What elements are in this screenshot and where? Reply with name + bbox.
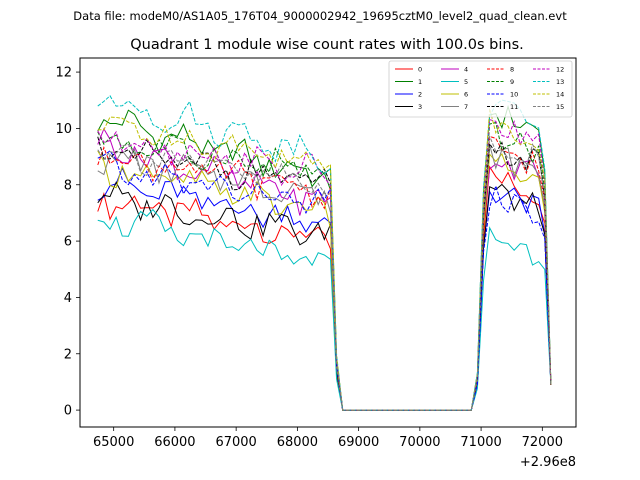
series-line-6 <box>97 150 552 411</box>
x-offset-label: +2.96e8 <box>520 455 576 470</box>
series-line-4 <box>97 127 552 411</box>
series-line-2 <box>97 166 552 411</box>
series-line-15 <box>97 135 552 411</box>
y-tick-label: 6 <box>64 235 72 250</box>
legend-label-7: 7 <box>464 103 468 111</box>
x-tick-label: 69000 <box>338 435 379 450</box>
legend-label-6: 6 <box>464 90 468 98</box>
series-line-7 <box>97 144 552 411</box>
y-tick-label: 0 <box>64 404 72 419</box>
y-tick-label: 8 <box>64 178 72 193</box>
x-tick-label: 72000 <box>522 435 563 450</box>
legend-label-0: 0 <box>418 65 422 73</box>
legend-box <box>388 60 573 118</box>
series-line-8 <box>97 135 552 411</box>
chart-title: Quadrant 1 module wise count rates with … <box>130 37 524 53</box>
legend-label-1: 1 <box>418 78 422 86</box>
series-line-14 <box>97 108 552 411</box>
series-line-12 <box>97 118 552 411</box>
x-tick-label: 66000 <box>154 435 195 450</box>
legend-label-10: 10 <box>510 90 518 98</box>
x-tick-label: 71000 <box>460 435 501 450</box>
legend-label-8: 8 <box>510 65 514 73</box>
series-line-5 <box>97 208 552 411</box>
chart-suptitle: Data file: modeM0/AS1A05_176T04_90000029… <box>73 9 567 23</box>
y-tick-label: 2 <box>64 347 72 362</box>
x-tick-label: 65000 <box>93 435 134 450</box>
legend-label-15: 15 <box>556 103 564 111</box>
series-line-11 <box>97 136 552 411</box>
legend-label-2: 2 <box>418 90 422 98</box>
legend-label-9: 9 <box>510 78 514 86</box>
series-line-10 <box>97 150 552 411</box>
y-tick-label: 10 <box>55 122 72 137</box>
legend-label-14: 14 <box>556 90 564 98</box>
x-tick-label: 67000 <box>215 435 256 450</box>
series-line-3 <box>97 181 552 411</box>
y-tick-label: 4 <box>64 291 72 306</box>
series-line-0 <box>97 165 552 411</box>
legend-label-13: 13 <box>556 78 564 86</box>
legend-label-12: 12 <box>556 65 564 73</box>
x-tick-label: 68000 <box>277 435 318 450</box>
legend-label-11: 11 <box>510 103 518 111</box>
x-tick-label: 70000 <box>399 435 440 450</box>
legend-label-5: 5 <box>464 78 468 86</box>
ticks-layer: 65000 66000 67000 68000 69000 70000 71000 72000… <box>55 66 563 450</box>
legend-label-3: 3 <box>418 103 422 111</box>
series-layer <box>97 95 552 411</box>
legend-label-4: 4 <box>464 65 468 73</box>
plot-frame <box>79 57 577 428</box>
y-tick-label: 12 <box>55 66 72 81</box>
